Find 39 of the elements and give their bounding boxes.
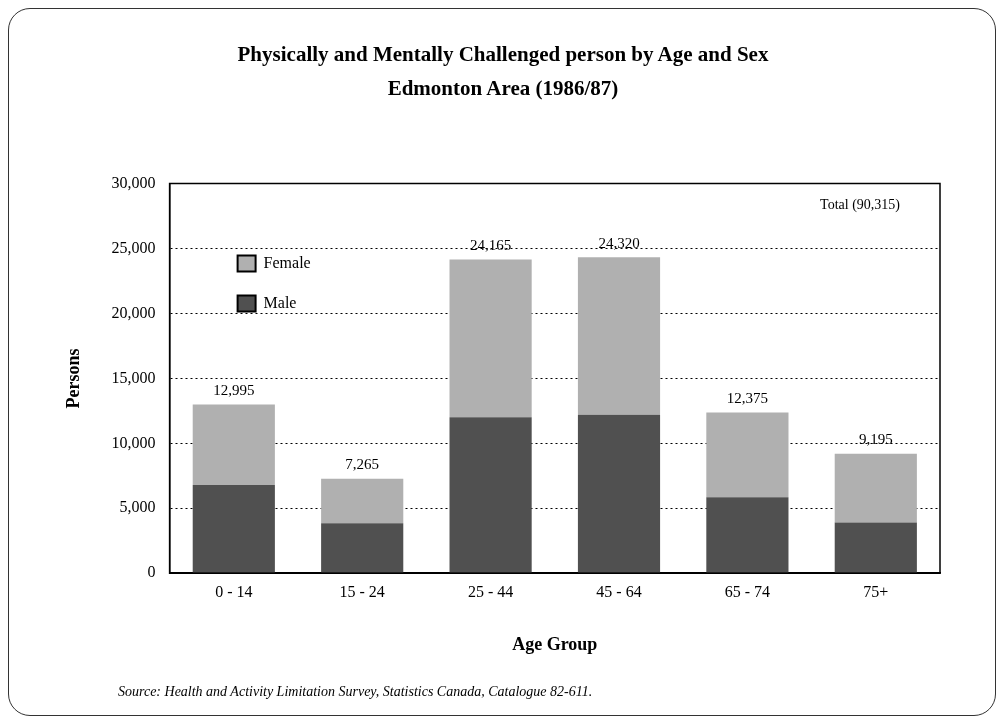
total-label: 24,165 bbox=[469, 236, 512, 253]
y-tick-label: 20,000 bbox=[111, 303, 156, 321]
x-tick-label: 15 - 24 bbox=[339, 583, 385, 600]
bar bbox=[192, 404, 275, 485]
bar bbox=[192, 484, 275, 573]
source-note: Source: Health and Activity Limitation Survey, Statistics Canada, Catalogue 82-611. bbox=[118, 684, 593, 700]
total-label: 24,320 bbox=[598, 234, 640, 251]
chart-title: Physically and Mentally Challenged person by Age and Sex bbox=[236, 42, 770, 67]
bar bbox=[321, 478, 404, 524]
bar bbox=[706, 412, 789, 498]
x-tick-label: 25 - 44 bbox=[467, 583, 514, 600]
y-tick-label: 10,000 bbox=[111, 433, 156, 451]
bar bbox=[834, 522, 917, 573]
y-tick-label: 25,000 bbox=[111, 238, 156, 256]
x-axis-title: Age Group bbox=[512, 633, 598, 654]
total-label: 12,375 bbox=[726, 389, 769, 406]
total-label: 7,265 bbox=[345, 456, 380, 473]
bar bbox=[321, 523, 404, 573]
y-tick-label: 15,000 bbox=[111, 368, 156, 386]
total-label: 12,995 bbox=[213, 381, 255, 398]
bar bbox=[834, 453, 917, 523]
x-tick-label: 0 - 14 bbox=[215, 583, 253, 600]
legend-label: Male bbox=[263, 293, 297, 311]
y-tick-label: 30,000 bbox=[111, 173, 156, 191]
bar bbox=[449, 417, 532, 573]
y-axis-title: Persons bbox=[63, 348, 84, 409]
chart-subtitle: Edmonton Area (1986/87) bbox=[386, 76, 620, 101]
x-tick-label: 75+ bbox=[863, 583, 889, 600]
x-tick-label: 45 - 64 bbox=[596, 583, 642, 600]
bar bbox=[706, 497, 789, 573]
total-label: 9,195 bbox=[858, 431, 893, 448]
bar bbox=[577, 257, 661, 415]
legend-label: Female bbox=[263, 253, 311, 271]
y-tick-label: 5,000 bbox=[119, 498, 156, 516]
annotation: Total (90,315) bbox=[820, 197, 901, 214]
bar bbox=[449, 259, 532, 418]
y-tick-label: 0 bbox=[147, 563, 156, 581]
bar bbox=[577, 414, 661, 573]
x-tick-label: 65 - 74 bbox=[724, 583, 771, 600]
